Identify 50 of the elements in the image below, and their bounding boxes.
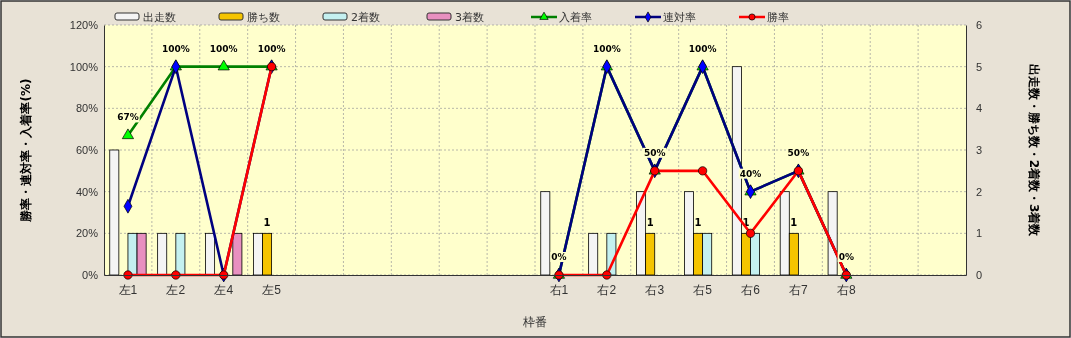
data-label: 67% xyxy=(117,112,139,123)
legend-label: 勝率 xyxy=(767,11,789,24)
legend-label: 勝ち数 xyxy=(247,11,280,24)
legend-label: 連対率 xyxy=(663,11,696,24)
data-label: 100% xyxy=(688,43,717,54)
legend-label: 出走数 xyxy=(143,11,176,24)
data-label: 1 xyxy=(790,217,798,229)
y2-tick-label: 2 xyxy=(976,185,983,198)
x-axis-title: 枠番 xyxy=(522,315,547,329)
data-label: 0% xyxy=(838,252,854,262)
y2-tick-label: 3 xyxy=(976,144,983,157)
y2-tick-label: 5 xyxy=(976,60,983,73)
y2-tick-label: 0 xyxy=(976,269,983,282)
data-label: 100% xyxy=(257,43,286,54)
y2-tick-label: 1 xyxy=(976,227,983,240)
y-tick-label: 80% xyxy=(75,102,99,115)
y-tick-label: 40% xyxy=(75,185,99,198)
y-tick-label: 100% xyxy=(69,60,99,73)
data-label: 100% xyxy=(209,43,238,54)
data-label: 1 xyxy=(263,217,271,229)
y2-tick-label: 6 xyxy=(976,19,983,32)
data-label: 1 xyxy=(694,217,702,229)
y-axis-title: 勝率・連対率・入着率(%) xyxy=(19,78,33,223)
y-tick-label: 120% xyxy=(69,19,99,32)
x-tick-label: 右5 xyxy=(693,282,713,297)
y-tick-label: 60% xyxy=(75,144,99,157)
legend-label: 3着数 xyxy=(455,11,484,24)
x-tick-label: 左1 xyxy=(118,282,138,297)
x-tick-label: 右6 xyxy=(741,282,761,297)
data-label: 100% xyxy=(592,43,621,54)
x-tick-label: 右1 xyxy=(549,282,569,297)
x-tick-label: 左2 xyxy=(166,282,186,297)
legend-label: 入着率 xyxy=(559,11,592,24)
x-tick-label: 左5 xyxy=(262,282,282,297)
x-tick-label: 左4 xyxy=(214,282,234,297)
y-tick-label: 20% xyxy=(75,227,99,240)
x-tick-label: 右2 xyxy=(597,282,617,297)
y2-tick-label: 4 xyxy=(976,102,983,115)
y2-axis-title: 出走数・勝ち数・2着数・3着数 xyxy=(1027,63,1041,238)
x-tick-label: 右3 xyxy=(645,282,665,297)
data-label: 40% xyxy=(739,168,762,179)
data-label: 0% xyxy=(551,252,567,262)
data-label: 1 xyxy=(646,217,654,229)
data-label: 50% xyxy=(643,147,666,158)
data-label: 50% xyxy=(787,147,810,158)
legend-label: 2着数 xyxy=(351,11,380,24)
x-tick-label: 右8 xyxy=(836,282,856,297)
x-tick-label: 右7 xyxy=(789,282,809,297)
data-label: 100% xyxy=(161,43,190,54)
y-tick-label: 0% xyxy=(82,269,99,282)
